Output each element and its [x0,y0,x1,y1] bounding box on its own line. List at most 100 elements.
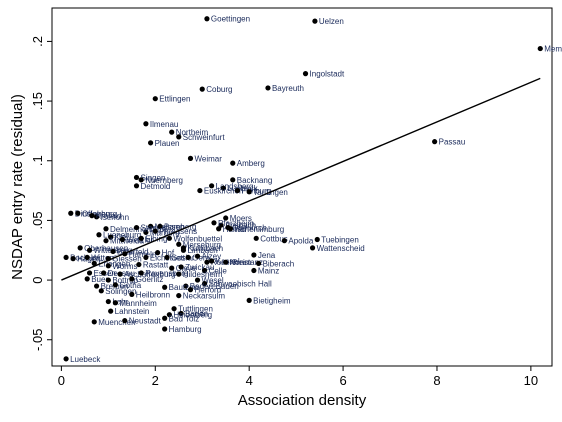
data-point [63,356,69,362]
data-point [152,96,158,102]
point-label: Nuernberg [145,176,183,185]
data-point [246,189,252,195]
point-label: Ingolstadt [310,70,345,79]
data-point [152,228,158,234]
point-label: Tuttlingen [178,305,213,314]
data-point [230,160,236,166]
data-point [255,260,262,266]
y-tick-label: .1 [30,155,45,166]
x-tick-label: 10 [524,373,538,388]
point-label: Ansbach [225,221,256,230]
data-point [117,271,123,277]
point-label: Mannheim [119,299,157,308]
point-label: Offenburg [82,209,117,218]
point-label: Singen [141,173,166,182]
data-point [281,238,287,244]
data-point [309,245,316,251]
point-label: Wesel [202,276,224,285]
point-label: Alzey [202,252,222,261]
data-point [251,267,257,274]
point-label: Landsberg [216,182,254,191]
data-point [105,277,111,283]
data-point [70,256,76,262]
data-point [112,300,118,306]
data-point [220,185,226,191]
point-label: Goslar [171,253,195,262]
data-point [129,291,135,297]
data-point [103,238,109,244]
point-label: Passau [439,138,466,147]
data-point [164,254,170,261]
point-label: Herford [194,286,221,295]
x-tick-label: 8 [433,373,440,388]
x-tick-label: 4 [246,373,253,388]
data-point [209,183,215,189]
data-point [201,267,208,274]
point-label: Ravensburg [145,269,188,278]
data-point [136,261,142,268]
data-point [138,270,144,276]
data-point [169,129,175,135]
x-tick-label: 6 [339,373,346,388]
point-label: Hohenlimburg [234,225,284,234]
point-label: Bayreuth [272,84,304,93]
point-label: Hanau [223,225,247,234]
data-point [204,16,210,22]
data-point [197,187,203,194]
point-label: Detmold [141,182,171,191]
point-label: Schweinfurt [183,133,226,142]
data-point [176,292,182,299]
y-tick-label: .15 [30,92,45,110]
data-point [312,18,318,24]
data-point [119,236,126,243]
data-point [314,236,320,243]
points-layer: Goettingen Uelzen Mem Ingolstadt Coburg Bayre… [63,15,562,364]
data-point [204,259,210,265]
point-label: Mainz [258,267,279,276]
point-label: Elbing [145,234,167,243]
data-point [138,177,144,183]
data-point [251,252,257,258]
data-point [91,260,97,266]
point-label: Bietigheim [253,296,291,305]
x-axis: 0 2 4 6 8 10 [58,366,538,388]
point-label: Euskirchen [204,187,244,196]
point-label: Celle [209,267,228,276]
data-point [176,271,182,277]
point-label: Luebeck [227,184,258,193]
data-point [223,259,229,265]
point-label: Limbach [187,246,217,255]
data-point [89,213,95,219]
data-point [176,134,182,140]
x-tick-label: 0 [58,373,65,388]
data-point [169,265,175,271]
data-point [166,312,172,318]
point-label: Goerlitz [136,275,164,284]
data-point [133,174,140,181]
data-point [227,226,234,232]
data-point [253,235,259,241]
data-point [157,223,163,229]
point-label: Amberg [237,159,265,168]
x-tick-label: 2 [152,373,159,388]
point-label: Hameln [129,250,157,259]
data-point [185,254,191,261]
point-label: Hof [162,249,175,258]
data-point [129,276,135,282]
point-label: Bitterfeld [117,247,149,256]
point-label: Mittweida [110,237,144,246]
point-label: Bottrop [112,276,138,285]
point-label: Witten [91,253,114,262]
data-point [162,326,168,332]
y-axis: -.05 0 .05 .1 .15 .2 [30,36,52,351]
data-point [223,215,229,221]
data-point [302,71,309,77]
data-point [162,315,168,321]
data-point [105,298,111,305]
data-point [75,210,81,216]
point-label: Pirmasens [159,227,197,236]
point-label: Plauen [155,139,180,148]
point-label: Mem [544,45,562,54]
point-label: Apolda [288,237,313,246]
